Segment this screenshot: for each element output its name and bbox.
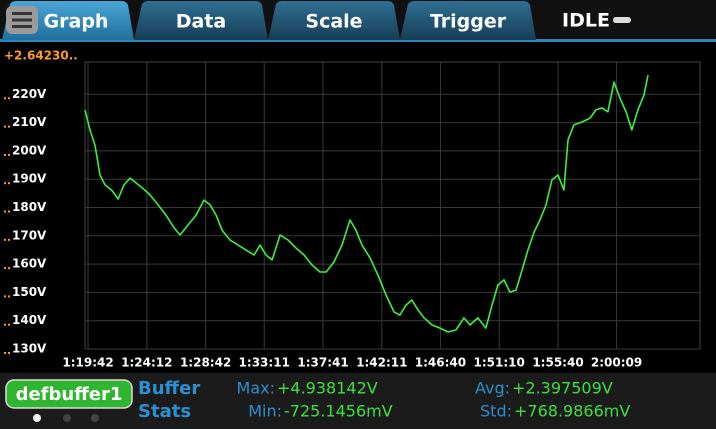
y-tick-label: 220V: [12, 87, 47, 101]
y-tick-label: 210V: [12, 115, 47, 129]
data-line: [84, 74, 649, 333]
tab-label: Trigger: [430, 11, 507, 33]
tick-dot: [8, 295, 10, 298]
tick-dot: [8, 323, 10, 326]
y-tick-label: 140V: [12, 313, 47, 327]
stats-title: Buffer: [138, 378, 200, 399]
stat-value: -725.1456mV: [284, 402, 393, 421]
stat-value: +768.9866mV: [514, 402, 630, 421]
tick-dot: [4, 210, 6, 213]
tab-label: Scale: [305, 11, 362, 33]
tick-dot: [4, 352, 6, 354]
tick-dot: [4, 97, 6, 100]
page-dot: [63, 414, 71, 422]
y-tick-label: 190V: [12, 172, 47, 186]
status-icon: [613, 17, 631, 23]
tick-dot: [8, 125, 10, 128]
buffer-button[interactable]: [5, 379, 133, 409]
plot: 130V 140V 150V 160V 170V 180V 190V 200V 210V 220V…: [4, 61, 701, 370]
tick-dot: [4, 323, 6, 326]
x-tick-label: 1:24:12: [121, 356, 172, 370]
stats-title: Stats: [138, 401, 191, 422]
x-tick-label: 1:46:40: [415, 356, 466, 370]
tick-dot: [4, 182, 6, 185]
y-tick-label: 200V: [12, 143, 47, 157]
stat-value: +2.397509V: [512, 379, 613, 398]
x-tick-label: 1:51:10: [474, 356, 525, 370]
x-tick-label: 1:37:41: [297, 356, 348, 370]
top-label: +2.64230..: [4, 49, 78, 63]
tab-underline: [0, 39, 716, 42]
x-tick-label: 1:42:11: [356, 356, 407, 370]
tick-dot: [4, 267, 6, 270]
buffer-name: defbuffer1: [16, 384, 123, 405]
tick-dot: [4, 153, 6, 156]
plot-area: [84, 61, 701, 350]
stats: Max: +4.938142V Min: -725.1456mV Avg: +2.3975…: [237, 379, 631, 421]
tick-dot: [8, 182, 10, 185]
stat-label: Std:: [480, 402, 512, 421]
tick-dot: [8, 352, 10, 354]
y-tick-label: 130V: [12, 342, 47, 356]
tab[interactable]: [400, 1, 536, 40]
stat-label: Min:: [248, 402, 282, 421]
tick-dot: [8, 153, 10, 156]
tab-label: Graph: [44, 11, 109, 33]
page-dot: [33, 414, 41, 422]
y-tick-label: 180V: [12, 200, 47, 214]
stat-label: Max:: [237, 379, 275, 398]
tab-label: Data: [176, 11, 227, 33]
x-tick-label: 1:33:11: [239, 356, 290, 370]
tick-dot: [4, 295, 6, 298]
tick-dot: [8, 267, 10, 270]
tick-dot: [8, 97, 10, 100]
tick-dot: [8, 238, 10, 241]
y-tick-label: 150V: [12, 285, 47, 299]
x-tick-label: 1:28:42: [180, 356, 231, 370]
tick-dot: [8, 210, 10, 213]
status-text: IDLE: [562, 10, 610, 32]
tab[interactable]: [134, 1, 268, 40]
tick-dot: [4, 238, 6, 241]
x-tick-label: 1:19:42: [62, 356, 113, 370]
x-tick-label: 1:55:40: [532, 356, 583, 370]
tick-dot: [4, 125, 6, 128]
y-tick-label: 170V: [12, 228, 47, 242]
x-tick-label: 2:00:09: [591, 356, 642, 370]
stat-value: +4.938142V: [277, 379, 378, 398]
tab[interactable]: [268, 1, 400, 40]
y-tick-label: 160V: [12, 257, 47, 271]
stat-label: Avg:: [475, 379, 510, 398]
page-dot: [91, 414, 99, 422]
menu-icon: [12, 12, 32, 28]
